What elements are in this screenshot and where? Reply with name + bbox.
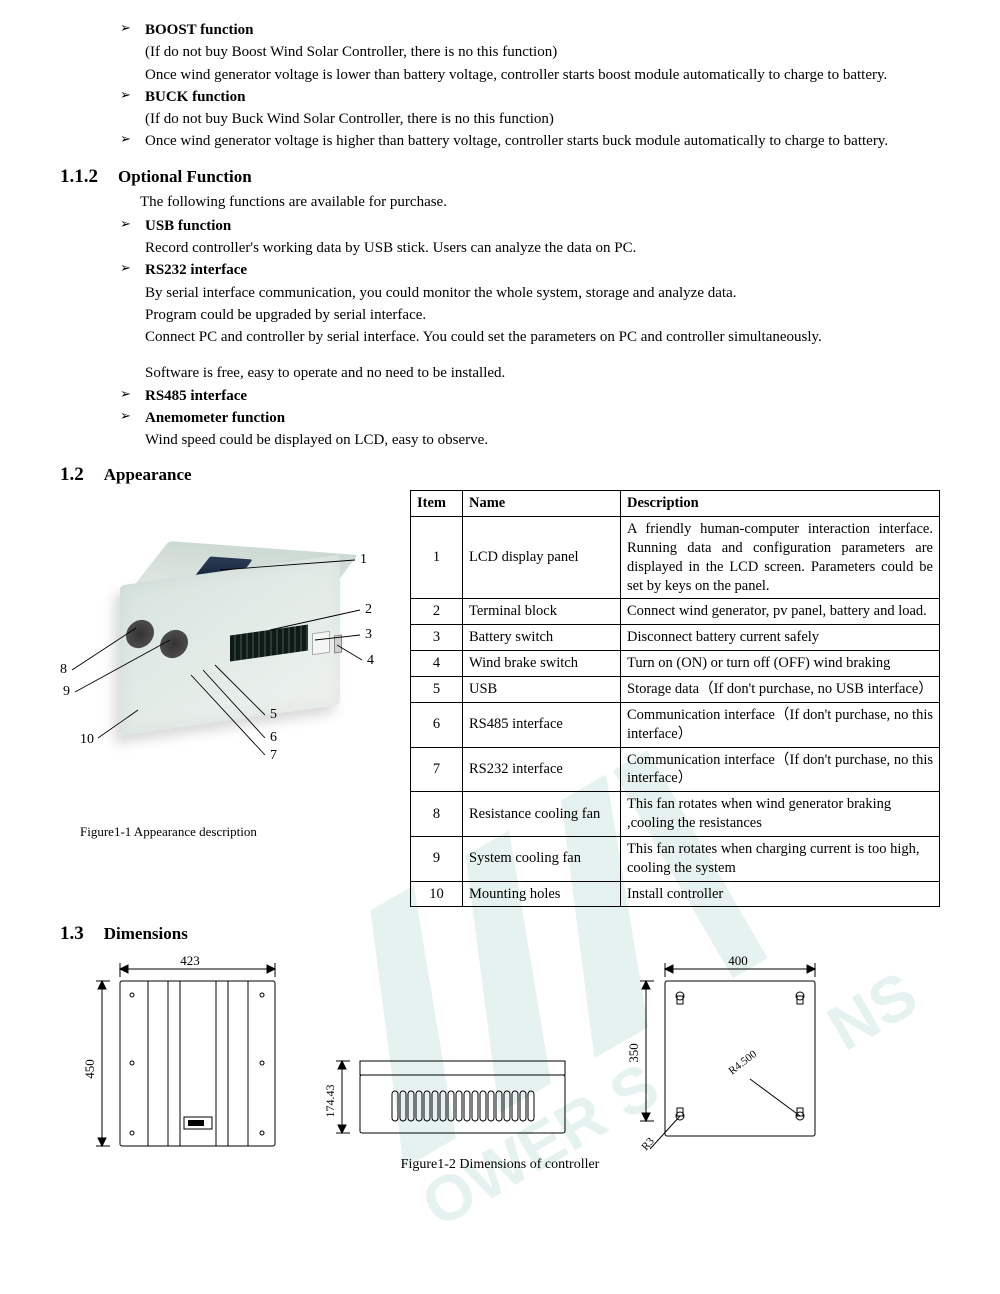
section-intro: The following functions are available fo… <box>140 192 940 212</box>
figure1-2-caption: Figure1-2 Dimensions of controller <box>60 1157 940 1173</box>
callout-7: 7 <box>270 748 277 764</box>
rs232-line2: Program could be upgraded by serial inte… <box>145 305 940 325</box>
callout-6: 6 <box>270 730 277 746</box>
svg-text:400: 400 <box>728 953 748 968</box>
table-row: 10Mounting holesInstall controller <box>411 881 940 907</box>
section-number: 1.2 <box>60 464 84 486</box>
cell-desc: This fan rotates when charging current i… <box>621 836 940 881</box>
anem-body: Wind speed could be displayed on LCD, ea… <box>145 430 940 450</box>
cell-name: Battery switch <box>463 625 621 651</box>
boost-title: BOOST function <box>145 22 254 38</box>
cell-desc: This fan rotates when wind generator bra… <box>621 792 940 837</box>
bullet-icon: ➢ <box>120 20 145 40</box>
section-title: Optional Function <box>118 167 252 187</box>
cell-desc: Install controller <box>621 881 940 907</box>
section-number: 1.3 <box>60 923 84 945</box>
cell-desc: Storage data（If don't purchase, no USB i… <box>621 677 940 703</box>
figure1-1-caption: Figure1-1 Appearance description <box>80 824 400 840</box>
callout-1: 1 <box>360 552 367 568</box>
cell-desc: Communication interface（If don't purchas… <box>621 702 940 747</box>
bullet-icon: ➢ <box>120 131 145 151</box>
table-row: 8Resistance cooling fanThis fan rotates … <box>411 792 940 837</box>
anem-title: Anemometer function <box>145 410 285 426</box>
bullet-icon: ➢ <box>120 216 145 236</box>
dimensions-figures: 423 450 <box>60 951 940 1151</box>
usb-title: USB function <box>145 218 231 234</box>
boost-body: Once wind generator voltage is lower tha… <box>145 65 940 85</box>
cell-item: 8 <box>411 792 463 837</box>
cell-item: 10 <box>411 881 463 907</box>
callout-5: 5 <box>270 707 277 723</box>
cell-item: 1 <box>411 517 463 599</box>
usb-body: Record controller's working data by USB … <box>145 238 940 258</box>
cell-desc: Disconnect battery current safely <box>621 625 940 651</box>
svg-text:R4.500: R4.500 <box>726 1048 759 1078</box>
cell-item: 3 <box>411 625 463 651</box>
callout-9: 9 <box>63 684 70 700</box>
cell-item: 7 <box>411 747 463 792</box>
buck-note: (If do not buy Buck Wind Solar Controlle… <box>145 109 940 129</box>
cell-desc: Communication interface（If don't purchas… <box>621 747 940 792</box>
cell-name: USB <box>463 677 621 703</box>
svg-text:350: 350 <box>626 1044 641 1064</box>
rs232-line1: By serial interface communication, you c… <box>145 283 940 303</box>
front-view: 423 450 <box>60 951 290 1151</box>
svg-text:450: 450 <box>82 1060 97 1080</box>
cell-item: 2 <box>411 599 463 625</box>
bullet-icon: ➢ <box>120 386 145 406</box>
th-item: Item <box>411 491 463 517</box>
appearance-table: Item Name Description 1LCD display panel… <box>410 490 940 907</box>
cell-name: System cooling fan <box>463 836 621 881</box>
cell-desc: A friendly human-computer interaction in… <box>621 517 940 599</box>
svg-text:423: 423 <box>180 953 200 968</box>
cell-item: 6 <box>411 702 463 747</box>
rs232-title: RS232 interface <box>145 262 247 278</box>
svg-text:R3: R3 <box>639 1136 657 1152</box>
bullet-icon: ➢ <box>120 260 145 280</box>
callout-10: 10 <box>80 732 94 748</box>
table-row: 5USBStorage data（If don't purchase, no U… <box>411 677 940 703</box>
th-desc: Description <box>621 491 940 517</box>
cell-item: 5 <box>411 677 463 703</box>
cell-name: Terminal block <box>463 599 621 625</box>
bullet-icon: ➢ <box>120 87 145 107</box>
section-title: Dimensions <box>104 924 188 944</box>
buck-title: BUCK function <box>145 89 245 105</box>
cell-name: Mounting holes <box>463 881 621 907</box>
callout-8: 8 <box>60 662 67 678</box>
table-row: 6RS485 interfaceCommunication interface（… <box>411 702 940 747</box>
cell-name: RS232 interface <box>463 747 621 792</box>
buck-body: Once wind generator voltage is higher th… <box>145 131 940 151</box>
appearance-figure: 1 2 3 4 5 6 7 8 9 10 <box>60 520 400 780</box>
bullet-icon: ➢ <box>120 408 145 428</box>
cell-name: LCD display panel <box>463 517 621 599</box>
th-name: Name <box>463 491 621 517</box>
boost-note: (If do not buy Boost Wind Solar Controll… <box>145 42 940 62</box>
table-row: 4Wind brake switchTurn on (ON) or turn o… <box>411 651 940 677</box>
svg-text:174.43: 174.43 <box>323 1085 337 1118</box>
section-title: Appearance <box>104 465 192 485</box>
section-number: 1.1.2 <box>60 166 98 188</box>
rs232-line3: Connect PC and controller by serial inte… <box>145 327 940 347</box>
table-row: 1LCD display panelA friendly human-compu… <box>411 517 940 599</box>
back-view: 400 350 R3 R4.500 <box>610 951 830 1151</box>
cell-item: 4 <box>411 651 463 677</box>
table-row: 3Battery switchDisconnect battery curren… <box>411 625 940 651</box>
cell-name: Wind brake switch <box>463 651 621 677</box>
cell-item: 9 <box>411 836 463 881</box>
cell-desc: Turn on (ON) or turn off (OFF) wind brak… <box>621 651 940 677</box>
cell-name: RS485 interface <box>463 702 621 747</box>
cell-desc: Connect wind generator, pv panel, batter… <box>621 599 940 625</box>
cell-name: Resistance cooling fan <box>463 792 621 837</box>
table-row: 7RS232 interfaceCommunication interface（… <box>411 747 940 792</box>
side-view: 174.43 {"x0":72,"y0":80,"w":6,"h":30,"n"… <box>320 1011 580 1151</box>
rs232-line4: Software is free, easy to operate and no… <box>145 363 940 383</box>
rs485-title: RS485 interface <box>145 388 247 404</box>
callout-2: 2 <box>365 602 372 618</box>
table-row: 2Terminal blockConnect wind generator, p… <box>411 599 940 625</box>
table-row: 9System cooling fanThis fan rotates when… <box>411 836 940 881</box>
callout-3: 3 <box>365 627 372 643</box>
callout-4: 4 <box>367 653 374 669</box>
